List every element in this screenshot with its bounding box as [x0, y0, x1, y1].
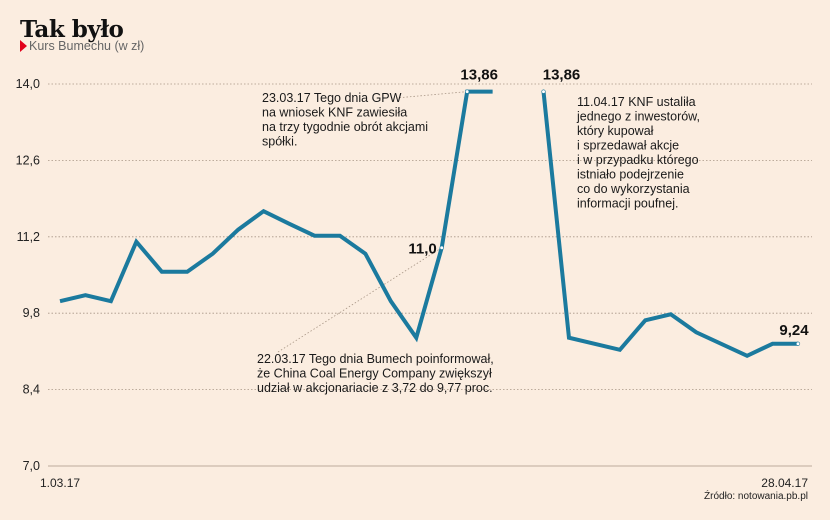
annotation-leader: [395, 91, 468, 99]
annotation-line: udział w akcjonariacie z 3,72 do 9,77 pr…: [257, 381, 493, 395]
annotation-line: że China Coal Energy Company zwiększył: [257, 367, 492, 381]
annotation-line: 11.04.17 KNF ustaliła: [577, 95, 696, 109]
x-tick-first: 1.03.17: [40, 476, 80, 490]
x-tick-last: 28.04.17: [761, 476, 808, 490]
chart-title: Tak było: [20, 16, 124, 43]
annotation-line: i sprzedawał akcje: [577, 139, 679, 153]
annotation-line: na wniosek KNF zawiesiła: [262, 106, 407, 120]
annotation-line: spółki.: [262, 135, 297, 149]
subtitle-text: Kurs Bumechu (w zł): [29, 39, 145, 53]
y-tick-label: 14,0: [16, 77, 40, 91]
red-triangle-icon: [20, 40, 27, 52]
annotation-line: jednego z inwestorów,: [576, 110, 700, 124]
y-tick-label: 9,8: [23, 306, 40, 320]
annotation-line: na trzy tygodnie obrót akcjami: [262, 120, 428, 134]
annotation-text: 22.03.17 Tego dnia Bumech poinformował, ż…: [257, 352, 494, 395]
annotation-line: informacji poufnej.: [577, 197, 678, 211]
annotation-leader: [277, 247, 442, 353]
y-tick-label: 8,4: [23, 383, 40, 397]
annotation-line: 22.03.17 Tego dnia Bumech poinformował,: [257, 352, 494, 366]
data-label: 13,86: [543, 67, 581, 84]
annotation-line: który kupował: [577, 124, 654, 138]
y-tick-label: 7,0: [23, 459, 40, 473]
data-label: 13,86: [460, 67, 498, 84]
annotation-line: istniało podejrzenie: [577, 168, 684, 182]
chart-subtitle: Kurs Bumechu (w zł): [20, 39, 144, 53]
data-label-marker: [795, 341, 801, 346]
annotation-line: 23.03.17 Tego dnia GPW: [262, 91, 402, 105]
annotation-line: i w przypadku którego: [577, 153, 699, 167]
data-label: 11,0: [408, 241, 436, 258]
data-label: 9,24: [779, 322, 809, 339]
y-tick-label: 12,6: [16, 153, 40, 167]
data-label-marker: [439, 245, 444, 250]
annotation-text: 11.04.17 KNF ustaliła jednego z inwestoró…: [576, 95, 700, 211]
data-label-marker: [465, 89, 470, 94]
source-note: Źródło: notowania.pb.pl: [704, 489, 808, 502]
data-label-marker: [541, 89, 546, 94]
annotation-text: 23.03.17 Tego dnia GPW na wniosek KNF zaw…: [262, 91, 428, 149]
series-line: [59, 89, 493, 343]
annotation-line: co do wykorzystania: [577, 182, 690, 196]
y-tick-label: 11,2: [17, 230, 40, 244]
